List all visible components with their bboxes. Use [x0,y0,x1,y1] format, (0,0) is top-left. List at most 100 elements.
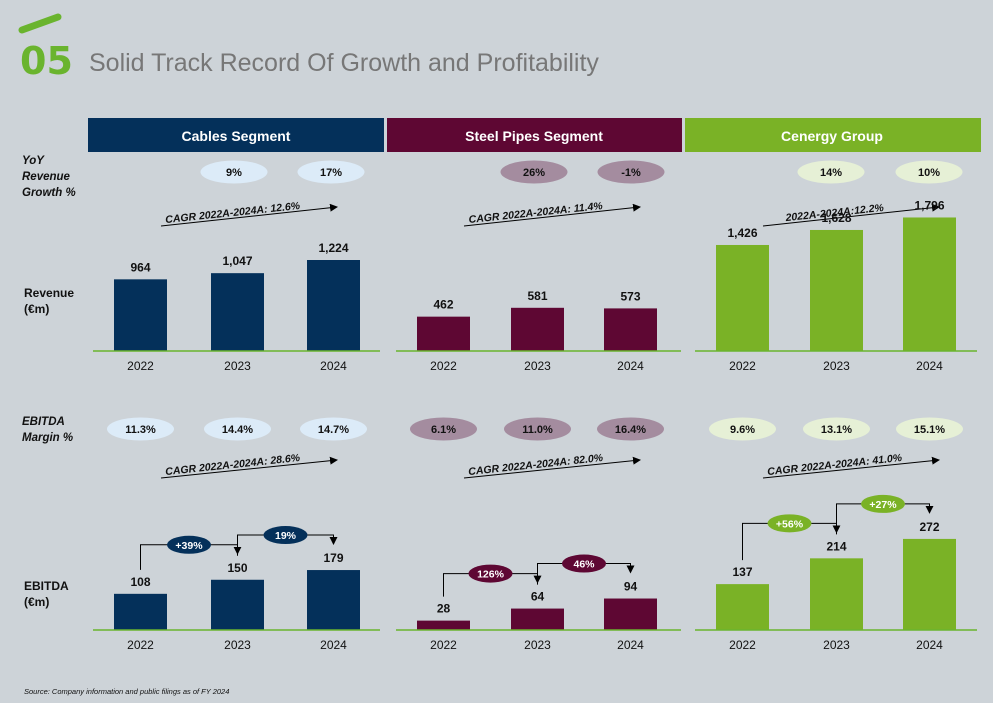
group-revenue-growth-pill-2-label: 10% [918,167,940,179]
group-ebitda-bar-2024 [903,538,956,630]
pipes-ebitda-bar-2022 [417,620,470,630]
cables-ebitda-margin-pill-1 [107,417,174,441]
cables-revenue-year-2022: 2022 [127,359,154,373]
pipes-revenue-bar-2022 [417,316,470,351]
cables-ebitda-margin-pill-2-label: 14.4% [222,424,253,436]
cables-segment-header-bar [88,118,384,152]
pipes-ebitda-margin-pill-1 [410,417,477,441]
pipes-ebitda-cagr-arrow [463,456,641,479]
group-ebitda-growth-badge-1 [767,514,812,533]
group-ebitda-margin-pill-3 [896,417,963,441]
pipes-ebitda-growth-badge-label-2: 46% [573,559,595,571]
group-ebitda-bar-2023 [810,558,863,630]
pipes-revenue-year-2022: 2022 [430,359,457,373]
pipes-ebitda-year-2022: 2022 [430,638,457,652]
cables-ebitda-margin-pill-3 [300,417,367,441]
cables-revenue-growth-pill-1 [200,160,268,184]
group-ebitda-value-2022: 137 [732,565,752,579]
pipes-ebitda-value-2024: 94 [624,580,638,594]
group-ebitda-cagr-arrow [762,456,940,479]
group-ebitda-margin-pill-2-label: 13.1% [821,424,852,436]
group-revenue-year-2023: 2023 [823,359,850,373]
cables-revenue-bar-2024 [307,260,360,351]
pipes-ebitda-margin-pill-2-label: 11.0% [522,424,553,436]
page-title: Solid Track Record Of Growth and Profita… [89,49,599,77]
group-ebitda-year-2023: 2023 [823,638,850,652]
group-revenue-bar-2024 [903,217,956,351]
pipes-revenue-year-2023: 2023 [524,359,551,373]
pipes-revenue-value-2024: 573 [620,289,640,303]
revenue-label-line1: Revenue [24,286,74,300]
pipes-ebitda-bar-2024 [604,598,657,630]
cables-ebitda-margin-pill-2 [204,417,271,441]
cables-ebitda-growth-badge-2 [263,526,308,545]
cables-ebitda-year-2022: 2022 [127,638,154,652]
group-revenue-value-2024: 1,796 [914,198,944,212]
pipes-ebitda-margin-pill-3-label: 16.4% [615,424,646,436]
group-revenue-value-2022: 1,426 [727,226,757,240]
ebitda-label-line2: (€m) [24,595,49,609]
group-revenue-bar-2022 [716,244,769,351]
pipes-ebitda-growth-badge-label-1: 126% [477,569,505,581]
pipes-ebitda-growth-badge-1 [468,564,513,583]
group-ebitda-value-2023: 214 [826,539,846,553]
group-revenue-growth-pill-1-label: 14% [820,167,842,179]
yoy-label-line3: Growth % [22,187,76,199]
pipes-revenue-growth-pill-2-label: -1% [621,167,641,179]
cables-ebitda-cagr-label: CAGR 2022A-2024A: 28.6% [165,452,302,478]
source-note: Source: Company information and public f… [24,687,229,696]
cables-ebitda-year-2024: 2024 [320,638,347,652]
cables-revenue-growth-pill-2-label: 17% [320,167,342,179]
pipes-revenue-bar-2023 [511,307,564,351]
pipes-ebitda-growth-badge-2 [562,554,606,573]
pipes-revenue-growth-pill-1-label: 26% [523,167,545,179]
charts-layer: 9% 17% CAGR 2022A-2024A: 12.6% 964 2022 1,047… [93,160,977,652]
pipes-revenue-cagr-label: CAGR 2022A-2024A: 11.4% [468,200,604,226]
accent-dash [18,13,62,34]
pipes-ebitda-value-2022: 28 [437,602,451,616]
pipes-ebitda-cagr-label: CAGR 2022A-2024A: 82.0% [468,452,605,478]
pipes-revenue-growth-pill-2 [597,160,665,184]
group-revenue-growth-pill-2 [895,160,963,184]
cables-revenue-cagr-label: CAGR 2022A-2024A: 12.6% [165,200,302,226]
cables-ebitda-value-2023: 150 [227,561,247,575]
cables-revenue-value-2024: 1,224 [318,241,348,255]
pipes-revenue-growth-pill-1 [500,160,568,184]
margin-label-line1: EBITDA [22,416,65,428]
group-ebitda-year-2024: 2024 [916,638,943,652]
group-ebitda-margin-pill-1-label: 9.6% [730,424,755,436]
pipes-revenue-value-2022: 462 [433,298,453,312]
cables-segment-title: Cables Segment [182,128,291,144]
cables-ebitda-margin-pill-1-label: 11.3% [125,424,156,436]
cables-ebitda-growth-badge-1 [167,535,211,554]
cables-ebitda-bar-2023 [211,579,264,630]
group-ebitda-margin-pill-2 [803,417,870,441]
cables-revenue-value-2023: 1,047 [222,254,252,268]
cables-ebitda-growth-badge-label-1: +39% [175,540,203,552]
yoy-label-line1: YoY [22,155,45,167]
group-revenue-bar-2023 [810,229,863,351]
revenue-label-line2: (€m) [24,302,49,316]
cables-ebitda-value-2024: 179 [323,551,343,565]
group-ebitda-margin-pill-1 [709,417,776,441]
cables-ebitda-bar-2022 [114,593,167,630]
pipes-ebitda-margin-pill-2 [504,417,571,441]
cables-revenue-growth-pill-1-label: 9% [226,167,242,179]
cables-ebitda-year-2023: 2023 [224,638,251,652]
pipes-ebitda-year-2023: 2023 [524,638,551,652]
pipes-ebitda-margin-pill-1-label: 6.1% [431,424,456,436]
cables-revenue-cagr-arrow [160,203,338,227]
group-ebitda-growth-badge-label-2: +27% [869,499,897,511]
group-revenue-year-2024: 2024 [916,359,943,373]
group-ebitda-growth-badge-label-1: +56% [776,518,804,530]
cables-revenue-bar-2022 [114,279,167,351]
steel-pipes-segment-title: Steel Pipes Segment [465,128,603,144]
group-revenue-value-2023: 1,628 [821,211,851,225]
pipes-revenue-cagr-arrow [463,203,641,227]
cables-ebitda-cagr-arrow [160,456,338,479]
pipes-ebitda-year-2024: 2024 [617,638,644,652]
cables-revenue-growth-pill-2 [297,160,365,184]
margin-label-line2: Margin % [22,432,73,444]
cables-revenue-value-2022: 964 [130,260,150,274]
